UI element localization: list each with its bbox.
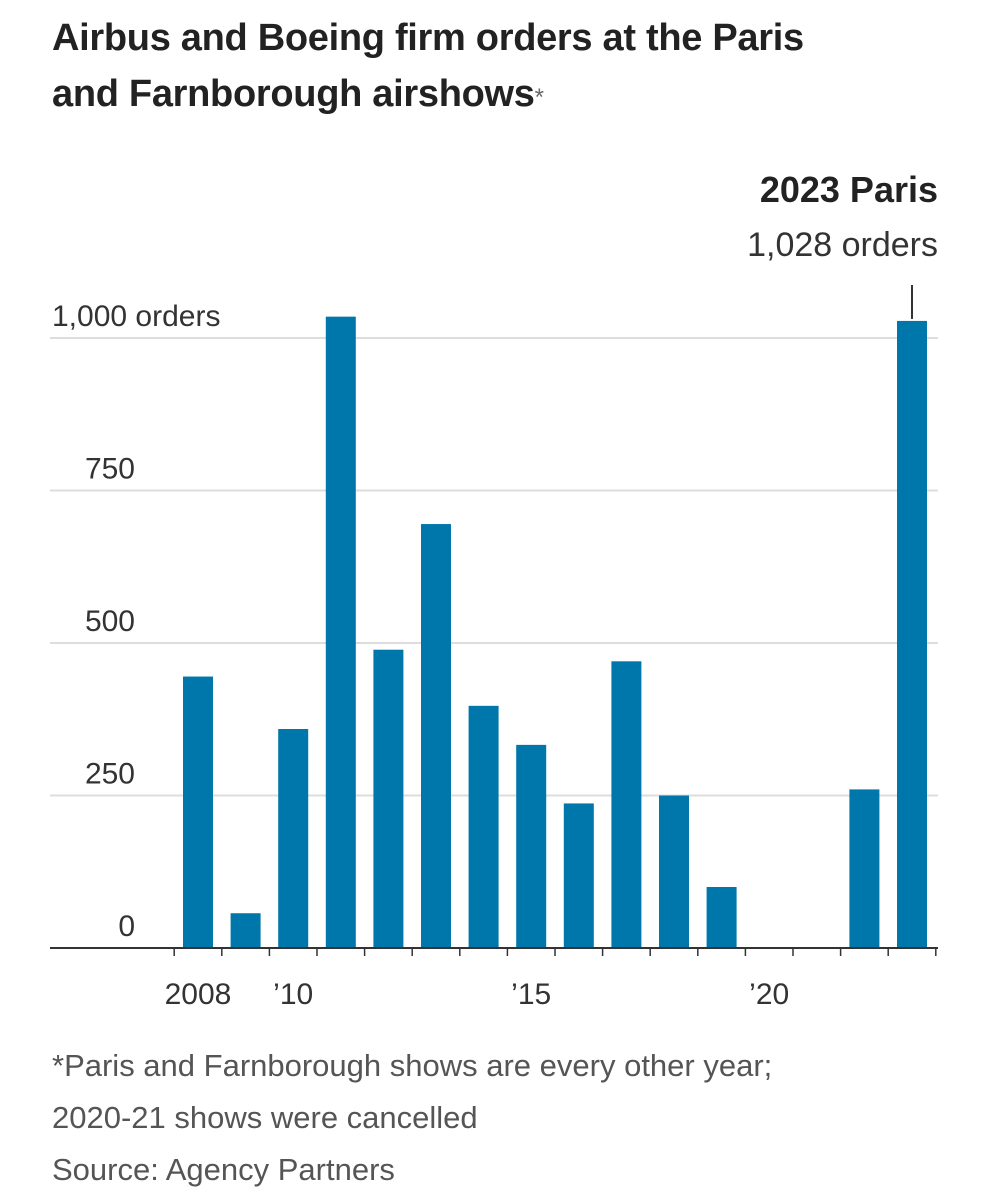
y-axis-labels: 0 250 500 750 1,000 orders (52, 300, 220, 943)
bar (421, 524, 451, 948)
x-tick-label: ’15 (511, 978, 551, 1011)
bar (183, 676, 213, 948)
chart-title-line-1: Airbus and Boeing firm orders at the Par… (52, 17, 804, 59)
chart-title-line-2-text: and Farnborough airshows (52, 73, 535, 115)
chart-title-line-2: and Farnborough airshows* (52, 66, 952, 122)
annotation: 2023 Paris 1,028 orders (747, 169, 938, 319)
x-tick-label: ’10 (273, 978, 313, 1011)
y-tick-label: 500 (85, 605, 135, 638)
bar (325, 316, 356, 948)
chart-title: Airbus and Boeing firm orders at the Par… (52, 10, 952, 122)
y-tick-label: 0 (118, 910, 135, 943)
bar (706, 887, 737, 948)
bar (468, 705, 499, 948)
annotation-value: 1,028 orders (747, 226, 938, 264)
bar (659, 795, 689, 948)
x-tick-label: ’20 (749, 978, 789, 1011)
y-tick-label: 750 (85, 453, 135, 486)
bar (849, 789, 880, 948)
x-tick-label: 2008 (165, 978, 232, 1011)
bar-chart: 0 250 500 750 1,000 orders 2008 ’10 ’15 ’20 202… (50, 169, 938, 1011)
annotation-title: 2023 Paris (760, 169, 938, 210)
bar (563, 803, 594, 948)
footnote: *Paris and Farnborough shows are every o… (52, 1040, 952, 1196)
bar (516, 744, 547, 948)
bars (183, 316, 927, 948)
bar (230, 913, 261, 948)
bar (278, 729, 309, 948)
footnote-line-2: 2020-21 shows were cancelled (52, 1100, 478, 1135)
bar (897, 320, 927, 948)
source-label: Source: Agency Partners (52, 1152, 395, 1187)
y-tick-label: 1,000 orders (52, 300, 220, 333)
title-asterisk: * (534, 84, 544, 111)
bar (373, 649, 404, 948)
y-tick-label: 250 (85, 758, 135, 791)
bar (611, 661, 642, 948)
x-axis: 2008 ’10 ’15 ’20 (50, 947, 938, 1011)
footnote-line-1: *Paris and Farnborough shows are every o… (52, 1048, 773, 1083)
